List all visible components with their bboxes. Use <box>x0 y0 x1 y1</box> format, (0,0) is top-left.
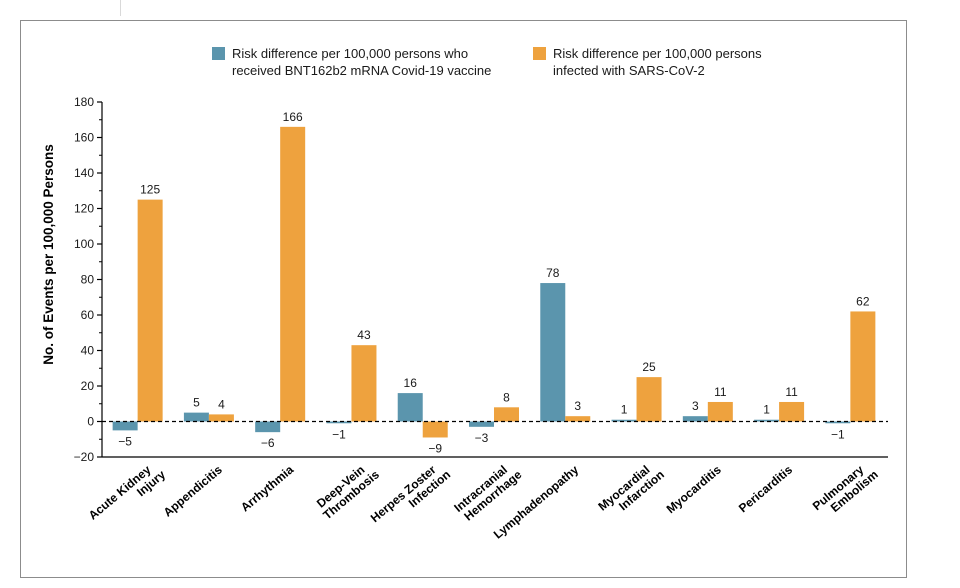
vaccine-bar <box>540 283 566 422</box>
infection-bar <box>565 416 591 422</box>
vaccine-bar <box>112 421 138 431</box>
vaccine-bar <box>326 421 352 424</box>
vaccine-bar <box>754 419 780 422</box>
vaccine-bar <box>183 412 209 422</box>
vaccine-value-label: 16 <box>404 376 418 390</box>
legend-swatch-vaccine <box>212 47 225 60</box>
infection-bar <box>850 311 876 422</box>
legend: Risk difference per 100,000 persons who r… <box>212 46 762 78</box>
infection-value-label: 11 <box>714 385 727 399</box>
infection-value-label: 8 <box>503 390 510 404</box>
legend-label-infection: Risk difference per 100,000 persons <box>553 46 762 61</box>
infection-value-label: 62 <box>856 294 870 308</box>
vaccine-value-label: 78 <box>546 266 560 280</box>
x-tick-label: Appendicitis <box>161 462 225 519</box>
vaccine-value-label: 3 <box>692 399 699 413</box>
y-tick-label: 60 <box>81 308 95 322</box>
vaccine-bar <box>397 393 423 422</box>
infection-bar <box>636 377 662 422</box>
y-tick-label: 160 <box>74 131 94 145</box>
infection-value-label: 166 <box>283 110 303 124</box>
x-tick-label: Myocarditis <box>664 462 724 516</box>
infection-value-label: 43 <box>357 328 371 342</box>
y-tick-label: −20 <box>74 450 95 464</box>
infection-value-label: −9 <box>428 441 442 455</box>
legend-label-vaccine: Risk difference per 100,000 persons who <box>232 46 468 61</box>
infection-bar <box>494 407 519 422</box>
y-tick-label: 180 <box>74 95 94 109</box>
vaccine-value-label: −1 <box>332 427 346 441</box>
infection-bar <box>707 401 733 422</box>
legend-label-infection: infected with SARS-CoV-2 <box>553 63 705 78</box>
y-tick-label: 100 <box>74 237 94 251</box>
vaccine-bar <box>255 421 281 433</box>
infection-value-label: 11 <box>785 385 798 399</box>
vaccine-value-label: 5 <box>193 396 200 410</box>
infection-bar <box>137 199 163 422</box>
legend-label-vaccine: received BNT162b2 mRNA Covid-19 vaccine <box>232 63 491 78</box>
vaccine-value-label: 1 <box>621 403 628 417</box>
vaccine-bar <box>682 416 708 422</box>
infection-value-label: 25 <box>642 360 656 374</box>
infection-value-label: 125 <box>140 183 160 197</box>
y-tick-label: 120 <box>74 202 94 216</box>
infection-bar <box>280 126 306 422</box>
y-tick-label: 40 <box>81 344 95 358</box>
infection-bar <box>779 401 805 422</box>
vaccine-value-label: −1 <box>831 427 845 441</box>
vaccine-value-label: −5 <box>118 434 132 448</box>
window-top-bar <box>0 0 960 18</box>
vaccine-bar <box>611 419 637 422</box>
infection-bar <box>351 345 377 422</box>
legend-swatch-infection <box>533 47 546 60</box>
top-bar-divider <box>120 0 121 16</box>
y-tick-label: 0 <box>87 415 94 429</box>
x-tick-label: Arrhythmia <box>238 462 296 514</box>
infection-bar <box>208 414 234 422</box>
y-tick-label: 80 <box>81 273 95 287</box>
y-axis: −20 0 20 40 60 80 100 120 140 160 180 No. of Events… <box>41 95 103 464</box>
y-tick-label: 140 <box>74 166 94 180</box>
vaccine-value-label: −6 <box>261 436 275 450</box>
category-label: Arrhythmia <box>238 462 296 514</box>
vaccine-value-label: −3 <box>475 431 489 445</box>
y-axis-label: No. of Events per 100,000 Persons <box>41 144 56 365</box>
category-label: Appendicitis <box>161 462 225 519</box>
x-tick-label: Pericarditis <box>736 462 795 515</box>
infection-bar <box>422 421 448 438</box>
infection-value-label: 3 <box>574 399 581 413</box>
category-label: Myocarditis <box>664 462 724 516</box>
category-label: Pericarditis <box>736 462 795 515</box>
vaccine-bar <box>469 421 494 427</box>
y-tick-label: 20 <box>81 379 95 393</box>
figure-frame <box>20 20 907 578</box>
vaccine-bar <box>825 421 851 424</box>
vaccine-value-label: 1 <box>763 403 770 417</box>
infection-value-label: 4 <box>218 397 225 411</box>
